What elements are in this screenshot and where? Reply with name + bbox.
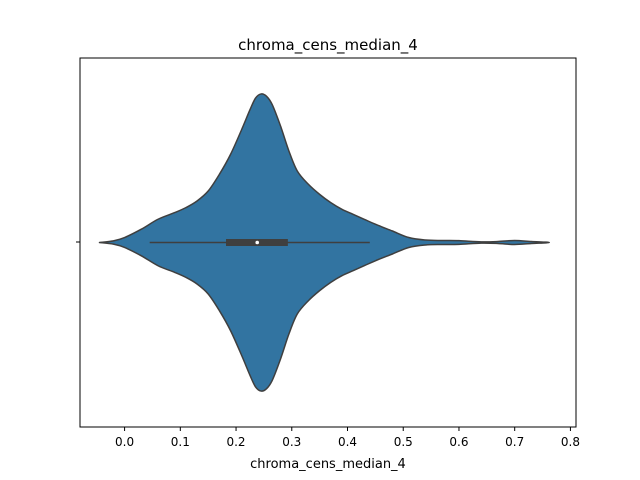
chart-title: chroma_cens_median_4	[238, 36, 418, 55]
x-tick-label: 0.4	[338, 435, 357, 449]
x-tick-label: 0.7	[505, 435, 524, 449]
x-tick-label: 0.5	[394, 435, 413, 449]
x-axis: 0.0 0.1 0.2 0.3 0.4 0.5 0.6 0.7 0.8	[115, 427, 580, 449]
x-tick-label: 0.3	[282, 435, 301, 449]
x-tick-label: 0.6	[449, 435, 468, 449]
x-tick-label: 0.1	[171, 435, 190, 449]
x-tick-label: 0.2	[226, 435, 245, 449]
x-axis-label: chroma_cens_median_4	[250, 457, 406, 472]
x-tick-label: 0.0	[115, 435, 134, 449]
x-tick-label: 0.8	[561, 435, 580, 449]
median-marker	[255, 240, 260, 245]
plot-area	[98, 93, 550, 392]
